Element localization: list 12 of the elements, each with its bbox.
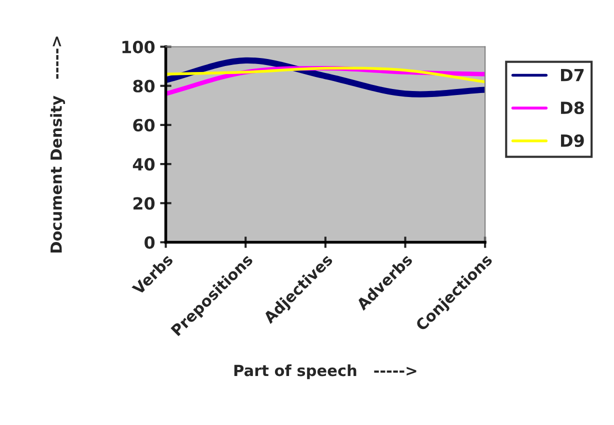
y-tick-label: 80 (133, 80, 155, 92)
y-axis-title: Document Density -----> (50, 36, 66, 253)
y-tick-label: 20 (133, 197, 155, 210)
legend-label: D8 (561, 102, 584, 114)
line-series (166, 66, 486, 84)
y-tick-label: 100 (122, 40, 155, 54)
legend-label: D9 (561, 134, 584, 147)
y-tick-label: 60 (133, 118, 155, 132)
legend-label: D7 (561, 68, 584, 82)
y-tick-label: 40 (132, 158, 155, 171)
y-tick-label: 0 (144, 236, 155, 249)
x-axis-title: Part of speech -----> (234, 364, 416, 380)
